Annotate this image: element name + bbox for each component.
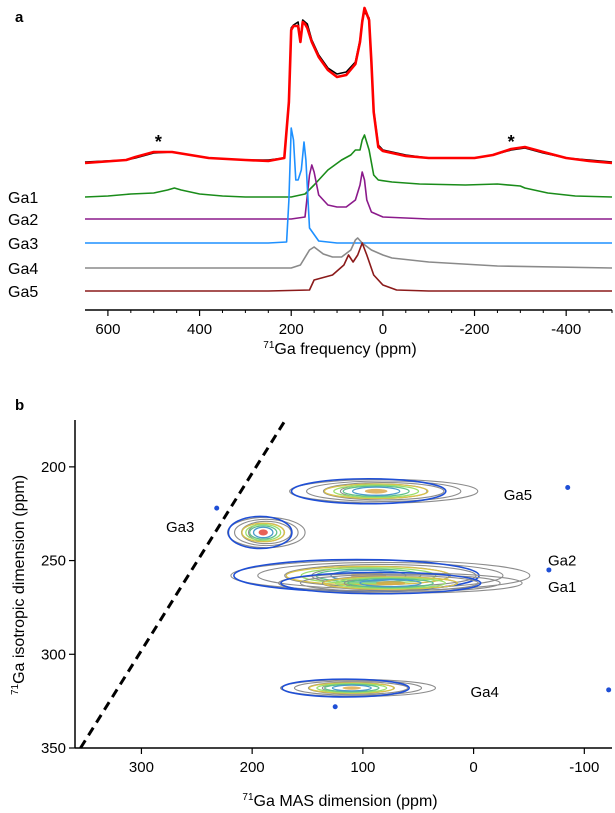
panel-a: a Ga1 Ga2 Ga3 Ga4 Ga5 * * 600 400 200 0 -200 -400 7… <box>8 6 613 358</box>
inner-contour <box>324 683 380 693</box>
contour-maximum <box>364 488 388 494</box>
inner-contour <box>333 484 420 499</box>
panel-a-x-tick-label: 600 <box>95 321 120 338</box>
inner-contour <box>252 526 274 539</box>
panel-a-trace-labels: Ga1 Ga2 Ga3 Ga4 Ga5 * * <box>8 132 515 301</box>
panel-b-y-axis-label-text: Ga isotropic dimension (ppm) <box>11 475 28 684</box>
panel-a-series-line <box>85 127 612 244</box>
panel-b-x-tick-label: -100 <box>569 759 599 776</box>
grey-contour <box>299 573 501 593</box>
panel-a-x-tick-label: -400 <box>551 321 581 338</box>
inner-contour <box>347 578 434 589</box>
panel-a-series <box>84 6 613 292</box>
inner-contour <box>322 576 459 590</box>
inner-contour <box>323 483 429 500</box>
panel-a-trace-label: Ga1 <box>8 190 38 207</box>
contour-maximum <box>342 686 362 690</box>
panel-b-x-axis-label-superscript: 71 <box>242 792 254 803</box>
inner-contour <box>335 577 447 589</box>
inner-contour <box>359 578 422 588</box>
peak-label: Ga5 <box>504 487 532 504</box>
grey-contour <box>307 681 409 695</box>
panel-a-x-tick-label: 400 <box>187 321 212 338</box>
panel-a-series-line <box>84 6 613 165</box>
blue-contour <box>281 678 410 698</box>
panel-a-spinning-sideband-marker: * <box>508 132 515 152</box>
inner-contour <box>342 485 410 497</box>
panel-b-x-tick-label: 100 <box>350 759 375 776</box>
panel-a-trace-label: Ga3 <box>8 236 38 253</box>
blue-contour <box>280 571 482 595</box>
panel-a-trace-label: Ga4 <box>8 261 38 278</box>
inner-contour <box>249 525 278 540</box>
peak-label: Ga2 <box>548 553 576 570</box>
contour-peak-ga4: Ga4 <box>279 678 499 701</box>
panel-a-x-axis-label-text: Ga frequency (ppm) <box>274 341 416 358</box>
grey-contour <box>322 482 445 501</box>
panel-a-series-line <box>84 134 613 198</box>
panel-b-x-axis-label-text: Ga MAS dimension (ppm) <box>254 793 438 810</box>
panel-a-series-line <box>85 164 612 220</box>
inner-contour <box>308 682 396 694</box>
panel-b-diagonal-line <box>79 419 287 749</box>
contour-peak-ga1: Ga1 <box>277 571 576 596</box>
panel-b-label: b <box>15 397 24 414</box>
contour-peak-ga3: Ga3 <box>166 515 306 550</box>
panel-a-spinning-sideband-marker: * <box>155 132 162 152</box>
panel-b-y-axis-label-superscript: 71 <box>10 683 21 695</box>
panel-b-axes <box>69 419 612 754</box>
peak-label: Ga1 <box>548 579 576 596</box>
panel-b-peaks: Ga5 Ga3 Ga2 Ga1 Ga4 <box>166 477 612 710</box>
panel-b-x-axis-label: 71Ga MAS dimension (ppm) <box>242 792 437 810</box>
blue-contour <box>290 477 447 505</box>
noise-dot <box>332 704 338 710</box>
grey-contour <box>233 518 299 547</box>
inner-contour <box>300 566 437 585</box>
panel-a-x-axis-label: 71Ga frequency (ppm) <box>263 340 416 358</box>
panel-a-tick-labels: 600 400 200 0 -200 -400 <box>95 321 581 338</box>
panel-a-x-axis-label-superscript: 71 <box>263 340 275 351</box>
grey-contour <box>293 680 423 696</box>
panel-a-x-tick-label: 0 <box>379 321 387 338</box>
noise-dot <box>546 567 552 573</box>
panel-b-x-tick-label: 0 <box>469 759 477 776</box>
inner-contour <box>245 523 282 542</box>
contour-maximum <box>375 581 406 586</box>
peak-label: Ga3 <box>166 519 194 536</box>
inner-contour <box>331 684 372 692</box>
peak-label: Ga4 <box>470 684 498 701</box>
panel-b-x-tick-label: 300 <box>129 759 154 776</box>
blue-contour <box>227 515 293 550</box>
noise-dot <box>565 484 571 490</box>
panel-a-label: a <box>15 9 24 26</box>
panel-a-x-tick-label: -200 <box>460 321 490 338</box>
contour-peak-ga5: Ga5 <box>289 477 532 505</box>
contour-maximum <box>258 529 268 536</box>
panel-a-trace-label: Ga5 <box>8 284 38 301</box>
panel-b-y-tick-label: 300 <box>41 646 66 663</box>
panel-b-y-axis-label: 71Ga isotropic dimension (ppm) <box>10 475 28 695</box>
panel-a-series-line <box>85 242 612 292</box>
panel-a-series-line <box>85 237 613 269</box>
panel-a-axes <box>85 309 613 316</box>
panel-b-tick-labels: 300 200 100 0 -100 200 250 300 350 <box>41 459 599 776</box>
grey-contour <box>321 575 479 592</box>
grey-contour <box>305 480 462 503</box>
panel-b-y-tick-label: 200 <box>41 459 66 476</box>
panel-a-trace-label: Ga2 <box>8 212 38 229</box>
inner-contour <box>351 486 401 496</box>
noise-dot <box>606 687 612 693</box>
panel-a-x-tick-label: 200 <box>279 321 304 338</box>
inner-contour <box>316 682 388 694</box>
noise-dot <box>214 505 220 511</box>
panel-a-series-line <box>84 11 613 163</box>
panel-b-y-tick-label: 350 <box>41 740 66 757</box>
panel-b-y-tick-label: 250 <box>41 553 66 570</box>
inner-contour <box>241 522 286 543</box>
panel-b-x-tick-label: 200 <box>240 759 265 776</box>
